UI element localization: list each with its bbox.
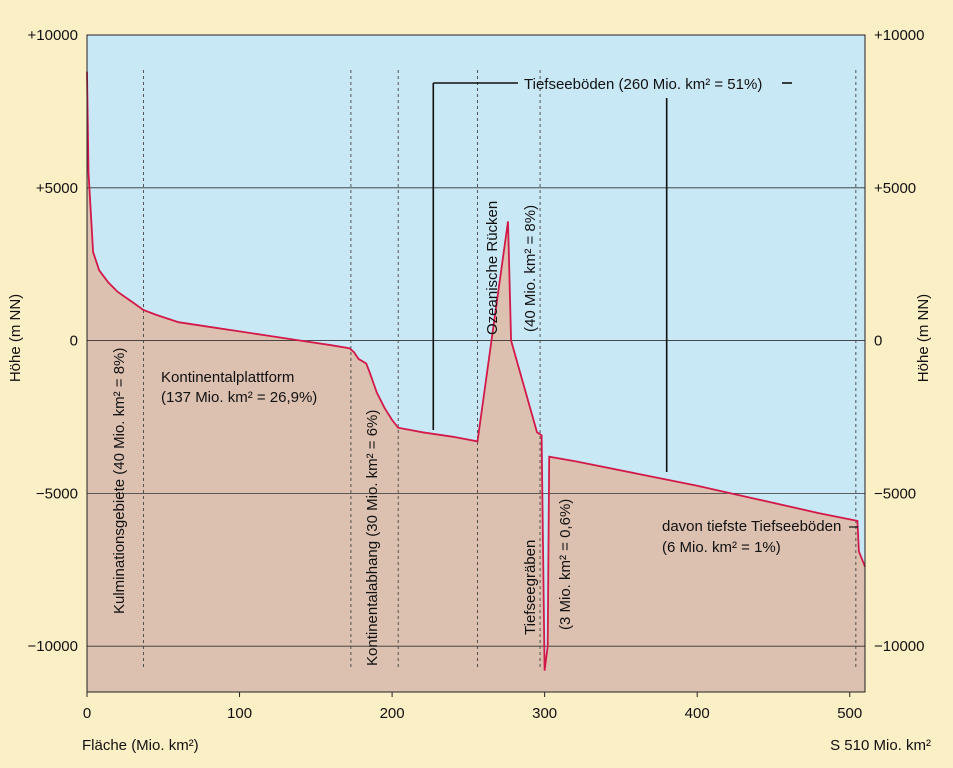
y-tick-label: +10000 (874, 27, 924, 44)
annotation-kontinentalabhang: Kontinentalabhang (30 Mio. km² = 6%) (364, 410, 381, 666)
y-tick-label: 0 (70, 333, 78, 350)
x-tick-label: 100 (227, 705, 252, 722)
annotation-tiefste-tiefseeboeden-title: davon tiefste Tiefseeböden (662, 518, 841, 535)
x-axis-label: Fläche (Mio. km²) (82, 737, 199, 754)
annotation-ozeanische-ruecken-title: Ozeanische Rücken (484, 201, 501, 335)
annotation-tiefseegraeben-title: Tiefseegräben (522, 540, 539, 635)
y-tick-label: −10000 (874, 638, 924, 655)
divider-lines (142, 70, 857, 668)
hypsometric-curve (86, 71, 866, 671)
y-tick-label: 0 (874, 333, 882, 350)
y-tick-label: −5000 (874, 485, 916, 502)
annotation-kontinentalplattform-area: (137 Mio. km² = 26,9%) (161, 389, 317, 406)
annotation-kulminationsgebiete: Kulminationsgebiete (40 Mio. km² = 8%) (111, 348, 128, 614)
annotation-tiefste-tiefseeboeden-area: (6 Mio. km² = 1%) (662, 539, 781, 556)
annotation-tiefseeboeden: Tiefseeböden (260 Mio. km² = 51%) (524, 76, 762, 93)
x-axis-total-label: S 510 Mio. km² (830, 737, 931, 754)
annotation-tiefseegraeben-area: (3 Mio. km² = 0,6%) (557, 499, 574, 630)
y-tick-label: +10000 (28, 27, 78, 44)
x-tick-label: 200 (380, 705, 405, 722)
y-tick-label: +5000 (36, 180, 78, 197)
annotation-ozeanische-ruecken-area: (40 Mio. km² = 8%) (522, 205, 539, 332)
x-tick-label: 300 (532, 705, 557, 722)
y-axis-label-right: Höhe (m NN) (915, 294, 932, 382)
land-area (87, 71, 865, 692)
tiefseeboeden-bracket (432, 82, 792, 472)
y-tick-label: −5000 (36, 485, 78, 502)
plot-frame (86, 34, 866, 693)
y-tick-label: +5000 (874, 180, 916, 197)
x-tick-label: 0 (83, 705, 91, 722)
y-tick-label: −10000 (28, 638, 78, 655)
y-ticks-left: +10000 +5000 0 −5000 −10000 (28, 27, 78, 655)
y-ticks-right: +10000 +5000 0 −5000 −10000 (874, 27, 924, 655)
x-tick-label: 500 (837, 705, 862, 722)
gridlines (87, 187, 865, 647)
x-tick-label: 400 (685, 705, 710, 722)
y-axis-label-left: Höhe (m NN) (7, 294, 24, 382)
x-ticks: 0 100 200 300 400 500 (83, 692, 862, 722)
annotation-kontinentalplattform-title: Kontinentalplattform (161, 369, 294, 386)
